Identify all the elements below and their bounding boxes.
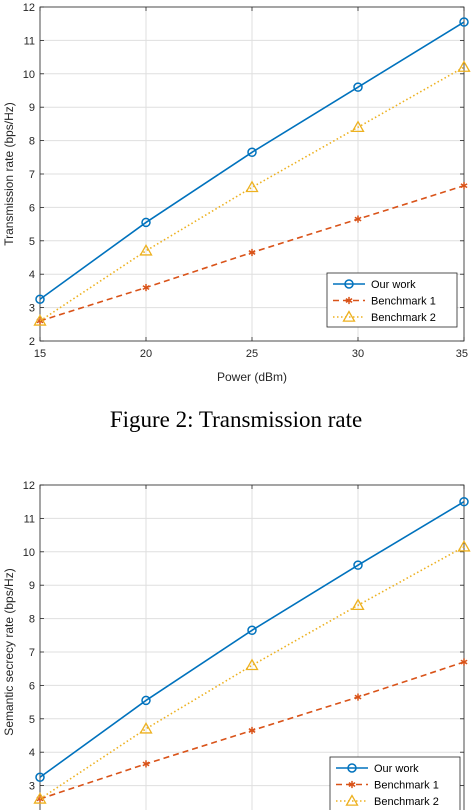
x-tick-label: 15 [34,348,46,360]
series-benchmark-2 [33,539,471,804]
y-tick-label: 5 [29,236,35,248]
legend-entry-label: Benchmark 2 [374,796,439,808]
y-tick-label: 9 [29,102,35,114]
y-tick-label: 7 [29,647,35,659]
y-tick-label: 6 [29,202,35,214]
y-tick-label: 11 [24,35,35,47]
series-benchmark-1 [36,182,468,325]
data-point-marker [459,17,469,27]
series-our-work [35,17,469,304]
data-point-marker [35,772,45,782]
legend: Our work Benchmark 1 Benchmark 2 [326,272,458,328]
data-point-marker [141,695,151,706]
data-point-marker [353,560,363,570]
data-point-marker [139,722,153,734]
data-point-marker [35,294,45,304]
series-line [39,66,465,322]
y-tick-label: 12 [23,480,35,492]
legend: Our work Benchmark 1 Benchmark 2 [329,756,461,810]
y-tick-label: 4 [29,747,35,759]
y-tick-label: 10 [23,547,35,559]
y-axis-label: Semantic secrecy rate (bps/Hz) [2,568,16,735]
series-benchmark-2 [33,60,471,326]
y-tick-label: 3 [29,303,35,315]
series-our-work [35,496,469,782]
data-point-marker [245,658,259,671]
data-point-marker [248,248,256,257]
data-point-marker [354,693,362,701]
data-point-marker [354,215,362,223]
data-point-marker [245,180,259,193]
x-tick-label: 20 [140,348,152,360]
data-point-marker [142,760,150,768]
figure-caption: Figure 2: Transmission rate [110,407,362,432]
y-tick-label: 12 [23,2,35,14]
data-point-marker [353,82,363,92]
y-tick-label: 8 [29,136,35,148]
y-tick-label: 3 [29,781,35,793]
series-line [39,546,465,800]
x-tick-label: 25 [246,348,258,360]
data-point-marker [457,539,471,552]
legend-entry-label: Benchmark 1 [374,780,439,792]
x-axis-label: Power (dBm) [217,370,287,384]
legend-swatch-marker [347,763,357,773]
legend-swatch-marker [345,794,359,806]
transmission-rate-chart: 15 20 25 30 35 2 3 4 5 6 7 8 9 10 11 12 Power (dBm) Trans… [2,2,471,384]
legend-entry-label: Benchmark 1 [371,296,436,308]
legend-swatch-marker [345,296,353,305]
data-point-marker [351,120,365,133]
data-point-marker [460,658,468,666]
data-point-marker [459,496,469,507]
data-point-marker [247,147,257,158]
legend-box [329,756,461,810]
data-point-marker [142,283,150,292]
data-point-marker [141,217,151,228]
series-line [39,501,465,778]
x-tick-label: 35 [456,348,468,360]
legend-entry-label: Our work [374,763,419,775]
y-tick-label: 9 [29,580,35,592]
legend-entry-label: Benchmark 2 [371,312,436,324]
y-tick-label: 7 [29,169,35,181]
data-point-marker [460,182,468,190]
legend-swatch-marker [344,279,354,289]
data-point-marker [248,726,256,735]
semantic-secrecy-rate-chart: 15202530353456789101112Semantic secrecy … [2,480,471,810]
legend-swatch-marker [348,780,356,789]
y-tick-label: 6 [29,680,35,692]
data-point-marker [351,598,365,611]
y-axis-label: Transmission rate (bps/Hz) [2,102,16,246]
x-tick-label: 30 [352,348,364,360]
legend-swatch-marker [342,310,356,322]
data-point-marker [457,60,471,72]
data-point-marker [247,625,257,636]
data-point-marker [33,314,47,326]
y-tick-label: 8 [29,614,35,626]
y-tick-label: 5 [29,714,35,726]
data-point-marker [33,792,47,804]
y-tick-label: 2 [29,336,35,348]
y-tick-label: 4 [29,269,35,281]
data-point-marker [139,244,153,256]
series-line [39,21,465,300]
y-tick-label: 10 [23,69,35,81]
legend-entry-label: Our work [371,279,416,291]
y-tick-label: 11 [24,513,35,525]
